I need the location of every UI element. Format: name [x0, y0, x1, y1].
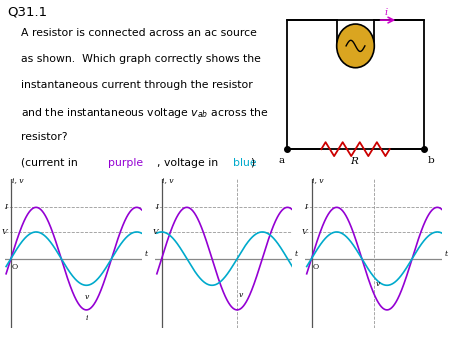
Text: blue: blue — [233, 158, 256, 168]
Text: t: t — [295, 249, 298, 258]
Text: V: V — [302, 228, 307, 236]
Text: i, v: i, v — [12, 176, 23, 184]
Text: V: V — [152, 228, 158, 236]
Text: I: I — [305, 203, 307, 211]
Text: (current in: (current in — [21, 158, 81, 168]
Text: i: i — [385, 8, 388, 17]
Circle shape — [337, 24, 374, 68]
Text: a: a — [279, 156, 285, 165]
Text: V: V — [1, 228, 7, 236]
Text: ): ) — [250, 158, 254, 168]
Text: i, v: i, v — [312, 176, 324, 184]
Text: and the instantaneous voltage $v_{ab}$ across the: and the instantaneous voltage $v_{ab}$ a… — [21, 106, 268, 120]
Text: Q31.1: Q31.1 — [7, 5, 47, 18]
Text: purple: purple — [108, 158, 144, 168]
Text: resistor?: resistor? — [21, 132, 67, 142]
Text: I: I — [155, 203, 157, 211]
Text: O: O — [312, 263, 319, 271]
Text: t: t — [445, 249, 448, 258]
Text: as shown.  Which graph correctly shows the: as shown. Which graph correctly shows th… — [21, 54, 261, 65]
Text: t: t — [144, 249, 148, 258]
Text: v: v — [376, 280, 380, 288]
Text: i, v: i, v — [162, 176, 174, 184]
Text: , voltage in: , voltage in — [157, 158, 222, 168]
Text: R: R — [351, 157, 358, 166]
Text: instantaneous current through the resistor: instantaneous current through the resist… — [21, 80, 252, 91]
Text: I: I — [4, 203, 7, 211]
Text: O: O — [12, 263, 18, 271]
Text: i: i — [85, 314, 88, 322]
Text: v: v — [84, 293, 89, 301]
Text: v: v — [239, 291, 243, 299]
Text: A resistor is connected across an ac source: A resistor is connected across an ac sou… — [21, 28, 256, 39]
Text: b: b — [428, 156, 434, 165]
